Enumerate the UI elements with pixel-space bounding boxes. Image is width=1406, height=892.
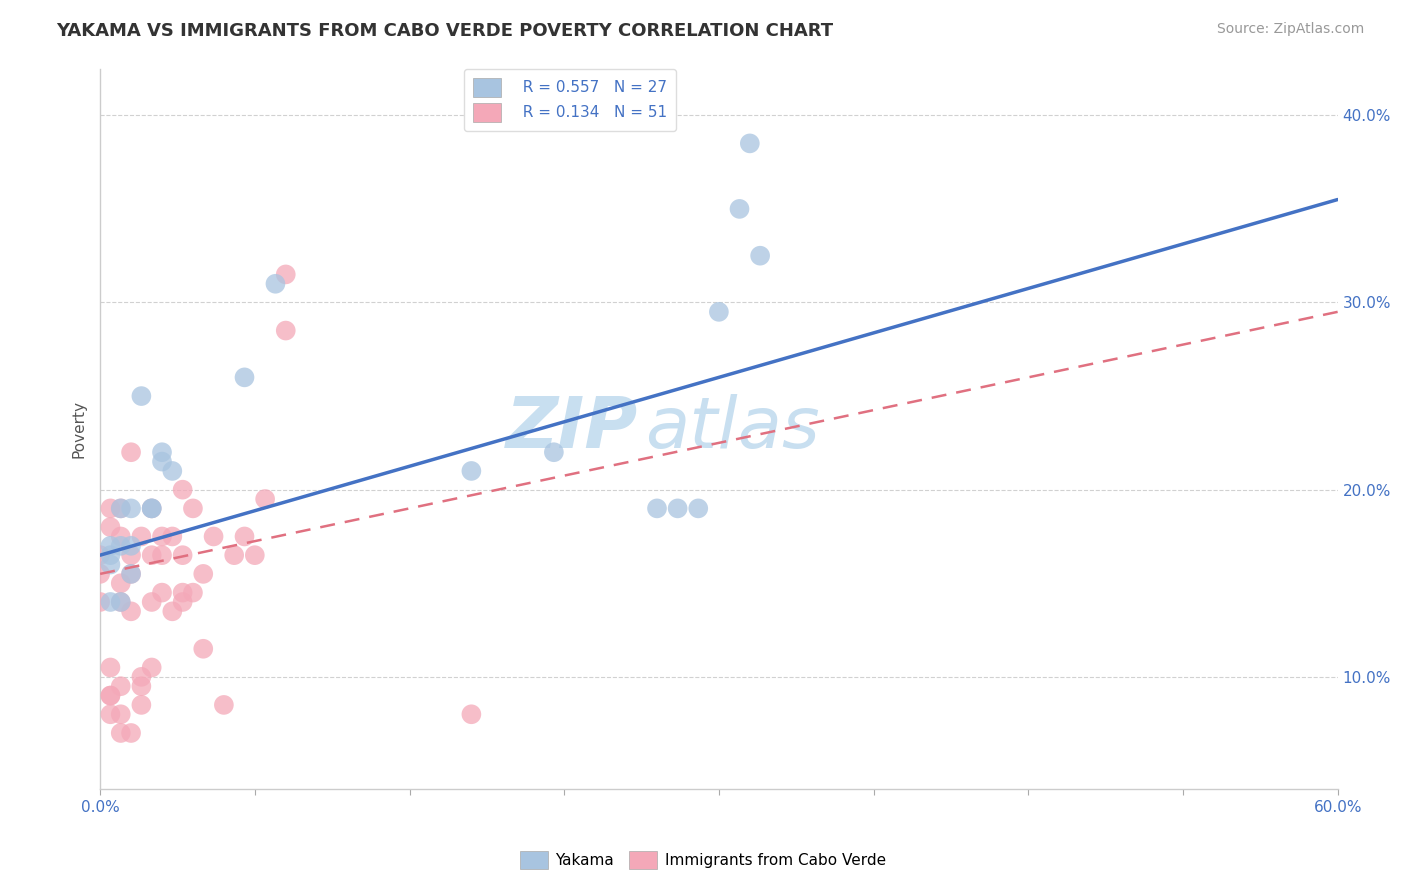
Point xyxy=(172,595,194,609)
Y-axis label: Poverty: Poverty xyxy=(72,400,86,458)
Point xyxy=(212,698,235,712)
Point xyxy=(100,539,122,553)
Point xyxy=(274,268,297,282)
Point xyxy=(100,689,122,703)
Point xyxy=(110,501,132,516)
Point xyxy=(100,501,122,516)
Point xyxy=(120,566,142,581)
Point xyxy=(100,548,122,562)
Point xyxy=(110,529,132,543)
Point xyxy=(100,660,122,674)
Point xyxy=(233,529,256,543)
Point xyxy=(120,548,142,562)
Point xyxy=(707,305,730,319)
Point xyxy=(162,604,184,618)
Point xyxy=(131,670,153,684)
Point xyxy=(274,324,297,338)
Text: Source: ZipAtlas.com: Source: ZipAtlas.com xyxy=(1216,22,1364,37)
Point xyxy=(100,558,122,572)
Legend:   R = 0.557   N = 27,   R = 0.134   N = 51: R = 0.557 N = 27, R = 0.134 N = 51 xyxy=(464,69,676,130)
Point xyxy=(131,389,153,403)
Point xyxy=(543,445,565,459)
Point xyxy=(89,566,111,581)
Point xyxy=(181,585,204,599)
Text: YAKAMA VS IMMIGRANTS FROM CABO VERDE POVERTY CORRELATION CHART: YAKAMA VS IMMIGRANTS FROM CABO VERDE POV… xyxy=(56,22,834,40)
Point xyxy=(141,501,163,516)
Text: ZIP: ZIP xyxy=(506,394,638,463)
Point xyxy=(141,660,163,674)
Point xyxy=(89,548,111,562)
Point xyxy=(110,576,132,591)
Point xyxy=(141,501,163,516)
Point xyxy=(172,585,194,599)
Point xyxy=(172,483,194,497)
Point xyxy=(120,726,142,740)
Point xyxy=(120,501,142,516)
Point xyxy=(738,136,761,151)
Point xyxy=(162,529,184,543)
Point xyxy=(150,585,173,599)
Point xyxy=(131,698,153,712)
Point xyxy=(131,679,153,693)
Point xyxy=(141,595,163,609)
Point xyxy=(110,595,132,609)
Point xyxy=(100,520,122,534)
Point xyxy=(141,501,163,516)
Point xyxy=(749,249,772,263)
Point xyxy=(666,501,689,516)
Point xyxy=(110,501,132,516)
Point xyxy=(110,707,132,722)
Point xyxy=(460,707,482,722)
Point xyxy=(728,202,751,216)
Point xyxy=(688,501,710,516)
Point xyxy=(110,539,132,553)
Legend: Yakama, Immigrants from Cabo Verde: Yakama, Immigrants from Cabo Verde xyxy=(515,845,891,875)
Point xyxy=(110,726,132,740)
Point xyxy=(181,501,204,516)
Point xyxy=(120,604,142,618)
Point xyxy=(100,689,122,703)
Point xyxy=(141,548,163,562)
Point xyxy=(110,595,132,609)
Point xyxy=(150,548,173,562)
Point xyxy=(224,548,246,562)
Text: atlas: atlas xyxy=(644,394,820,463)
Point xyxy=(645,501,668,516)
Point xyxy=(202,529,225,543)
Point xyxy=(89,595,111,609)
Point xyxy=(120,566,142,581)
Point xyxy=(100,707,122,722)
Point xyxy=(193,641,215,656)
Point xyxy=(172,548,194,562)
Point xyxy=(100,595,122,609)
Point xyxy=(150,454,173,468)
Point xyxy=(162,464,184,478)
Point xyxy=(120,445,142,459)
Point xyxy=(254,491,277,506)
Point xyxy=(131,529,153,543)
Point xyxy=(243,548,266,562)
Point xyxy=(110,679,132,693)
Point xyxy=(233,370,256,384)
Point xyxy=(150,445,173,459)
Point xyxy=(150,529,173,543)
Point xyxy=(120,539,142,553)
Point xyxy=(193,566,215,581)
Point xyxy=(460,464,482,478)
Point xyxy=(264,277,287,291)
